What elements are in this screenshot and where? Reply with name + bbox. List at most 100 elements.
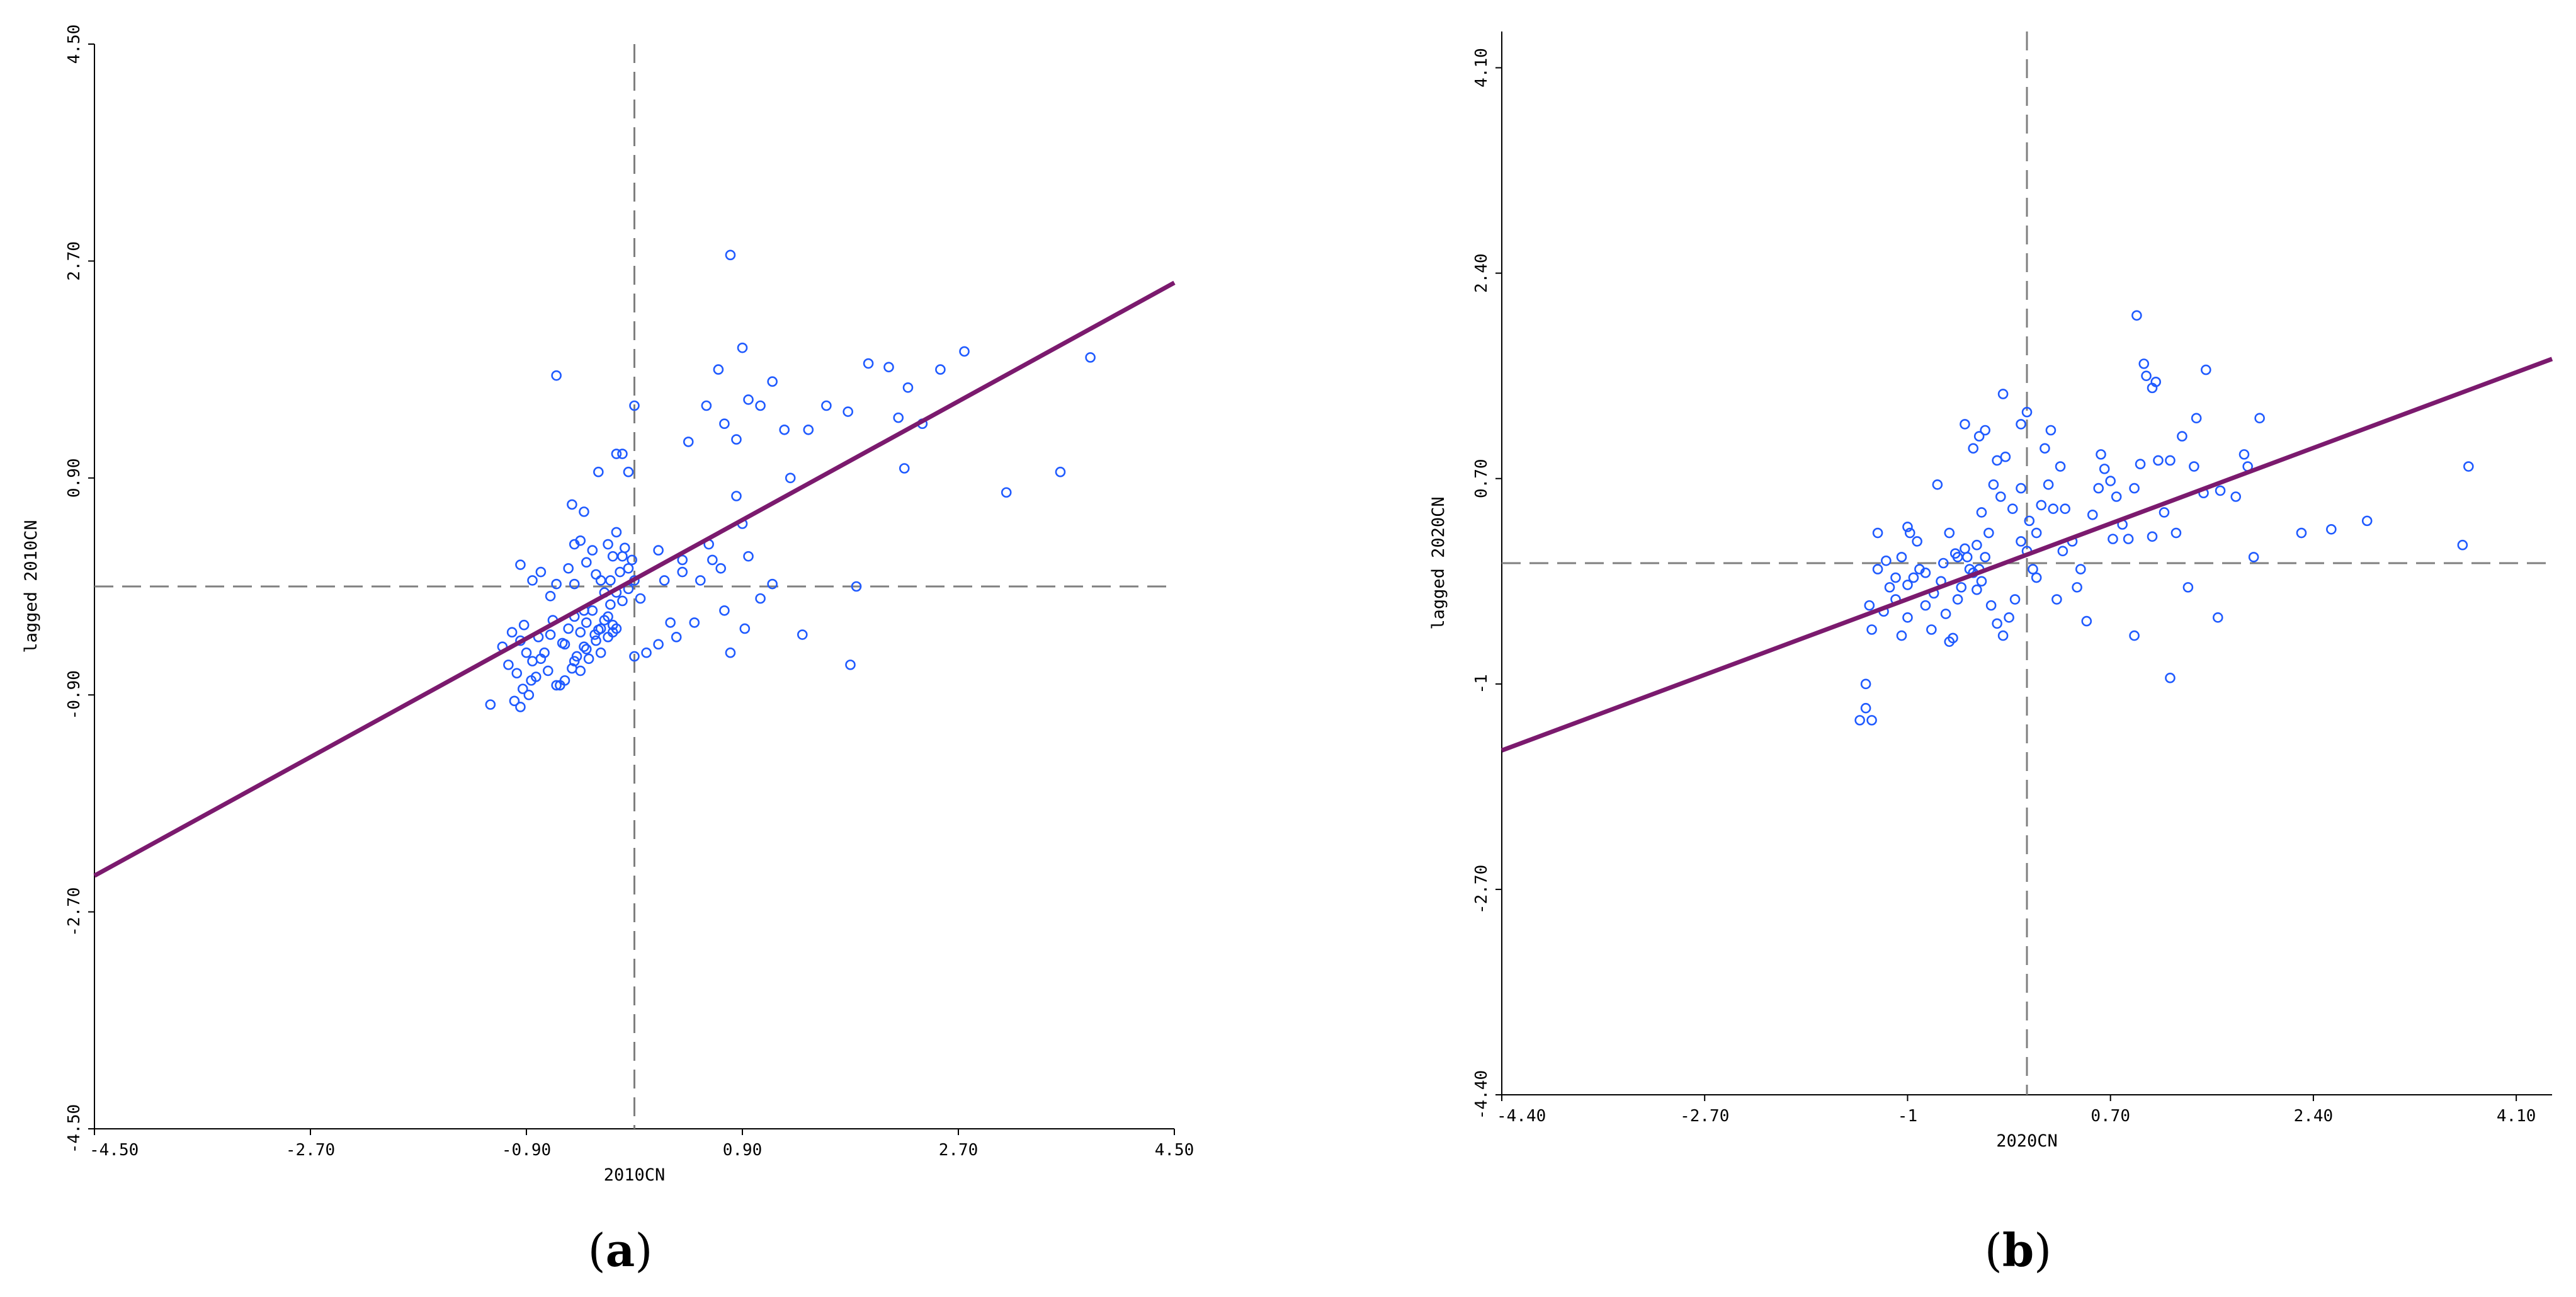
data-point xyxy=(2141,370,2152,381)
x-tick-label: 0.90 xyxy=(723,1141,763,1160)
data-point xyxy=(731,491,742,501)
data-point xyxy=(2045,425,2057,436)
data-point xyxy=(665,617,676,628)
x-tick-label: -2.70 xyxy=(286,1141,335,1160)
x-tick-label: -4.50 xyxy=(89,1141,139,1160)
data-point xyxy=(1997,389,2009,399)
y-axis-title: lagged 2020CN xyxy=(1429,496,1448,629)
panel-caption: (b) xyxy=(1985,1223,2052,1277)
data-point xyxy=(542,665,553,677)
data-point xyxy=(2129,483,2140,494)
data-point xyxy=(2150,376,2162,387)
data-point xyxy=(1896,552,1907,563)
y-tick-label: -0.90 xyxy=(65,670,84,719)
data-point xyxy=(2075,564,2086,574)
data-point xyxy=(821,400,832,411)
data-point xyxy=(581,644,592,654)
data-point xyxy=(581,557,592,568)
data-point xyxy=(2093,483,2104,494)
data-point xyxy=(641,647,652,658)
data-point xyxy=(2000,451,2011,462)
data-point xyxy=(2016,536,2026,547)
data-point xyxy=(743,394,754,405)
data-point xyxy=(2238,449,2250,460)
data-point xyxy=(518,619,530,631)
data-point xyxy=(1884,582,1895,593)
data-point xyxy=(545,591,556,602)
data-point xyxy=(591,569,601,580)
data-point xyxy=(579,641,589,652)
x-axis-title: 2010CN xyxy=(604,1165,666,1185)
data-point xyxy=(2081,615,2092,627)
data-point xyxy=(2254,413,2265,424)
data-point xyxy=(587,545,598,556)
caption-close-paren: ) xyxy=(635,1224,652,1277)
caption-open-paren: ( xyxy=(588,1224,606,1277)
data-point xyxy=(1973,431,1985,442)
data-point xyxy=(959,346,970,357)
data-point xyxy=(569,539,580,550)
data-point xyxy=(653,639,664,650)
data-point xyxy=(2072,582,2082,593)
data-point xyxy=(737,342,748,353)
x-tick-label: -4.40 xyxy=(1497,1107,1546,1126)
data-point xyxy=(623,563,634,574)
data-point xyxy=(1976,507,1987,518)
data-point xyxy=(767,578,778,590)
y-tick-label: -2.70 xyxy=(1472,865,1491,914)
data-point xyxy=(659,575,670,586)
data-point xyxy=(527,656,538,666)
data-point xyxy=(1055,466,1066,477)
data-point xyxy=(1854,715,1865,726)
data-point xyxy=(1866,715,1877,726)
data-point xyxy=(935,364,946,375)
data-point xyxy=(2463,461,2474,472)
data-point xyxy=(1908,572,1919,583)
data-point xyxy=(617,449,628,459)
data-point xyxy=(1972,584,1982,595)
data-point xyxy=(595,575,606,586)
data-point xyxy=(2361,515,2373,527)
data-point xyxy=(902,382,914,393)
regression-line xyxy=(1501,357,2553,753)
data-point xyxy=(555,680,565,691)
x-tick-label: -1 xyxy=(1898,1107,1917,1126)
data-point xyxy=(617,595,628,607)
caption-open-paren: ( xyxy=(1985,1224,2002,1277)
data-point xyxy=(545,629,556,640)
data-point xyxy=(2201,364,2211,375)
data-point xyxy=(563,563,574,574)
data-point xyxy=(719,418,730,430)
x-axis-title: 2020CN xyxy=(1996,1131,2058,1151)
data-point xyxy=(2129,630,2140,641)
data-point xyxy=(551,680,562,691)
data-point xyxy=(863,358,874,369)
data-point xyxy=(1980,552,1990,563)
data-point xyxy=(551,578,562,590)
data-point xyxy=(2031,572,2042,583)
data-point xyxy=(677,554,688,566)
data-point xyxy=(2170,527,2182,539)
data-point xyxy=(506,627,518,638)
regression-line xyxy=(93,280,1176,878)
data-point xyxy=(629,400,640,411)
data-point xyxy=(551,370,562,381)
data-point xyxy=(1912,536,1922,547)
data-point xyxy=(1952,594,1963,605)
x-tick-label: 2.70 xyxy=(939,1141,979,1160)
data-point xyxy=(603,611,613,622)
data-point xyxy=(1976,576,1987,587)
data-point xyxy=(569,656,580,666)
data-point xyxy=(1992,455,2002,466)
data-point xyxy=(2165,672,2176,683)
data-point xyxy=(611,449,622,459)
data-point xyxy=(1902,580,1913,590)
data-point xyxy=(1938,557,1949,569)
caption-close-paren: ) xyxy=(2034,1224,2051,1277)
data-point xyxy=(1960,419,1970,430)
data-point xyxy=(559,639,570,650)
data-point xyxy=(1960,543,1970,554)
x-tick-label: 0.70 xyxy=(2091,1107,2130,1126)
data-point xyxy=(2138,358,2150,369)
